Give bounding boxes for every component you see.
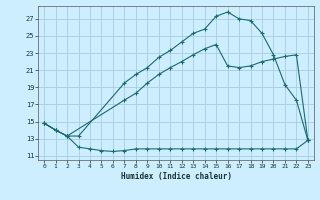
- X-axis label: Humidex (Indice chaleur): Humidex (Indice chaleur): [121, 172, 231, 181]
